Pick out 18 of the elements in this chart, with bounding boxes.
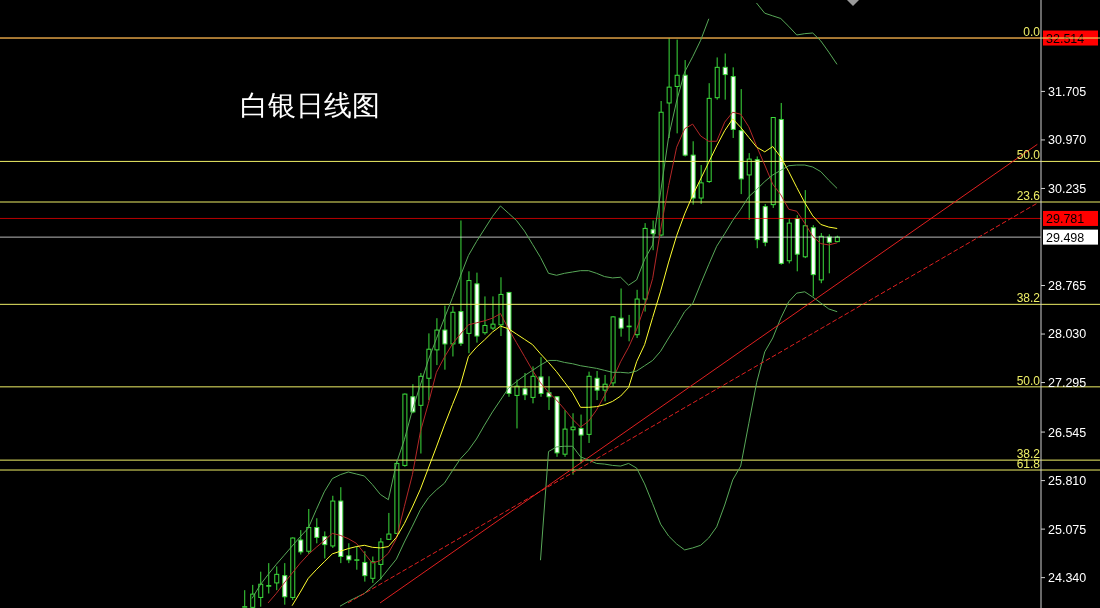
- annotation: 50.0: [1016, 373, 1041, 388]
- y-tick-label: 25.075: [1048, 522, 1087, 537]
- ref-line-label: 32.514: [1046, 31, 1085, 46]
- text: 白银日线图: [240, 89, 380, 122]
- annotation: 38.2: [1016, 291, 1041, 306]
- ref-line-label: 29.498: [1046, 230, 1085, 245]
- y-tick-label: 25.810: [1048, 474, 1087, 489]
- ref-line-label: 29.781: [1046, 211, 1085, 226]
- annotation: 23.6: [1016, 189, 1041, 204]
- y-tick-label: 28.765: [1048, 278, 1087, 293]
- y-tick-label: 31.705: [1048, 84, 1087, 99]
- y-tick-label: 24.340: [1048, 571, 1087, 586]
- annotation: 61.8: [1016, 457, 1041, 472]
- y-tick-label: 30.970: [1048, 133, 1087, 148]
- annotation: 0.0: [1023, 25, 1041, 40]
- y-tick-label: 30.235: [1048, 181, 1087, 196]
- y-tick-label: 28.030: [1048, 327, 1087, 342]
- y-tick-label: 26.545: [1048, 425, 1087, 440]
